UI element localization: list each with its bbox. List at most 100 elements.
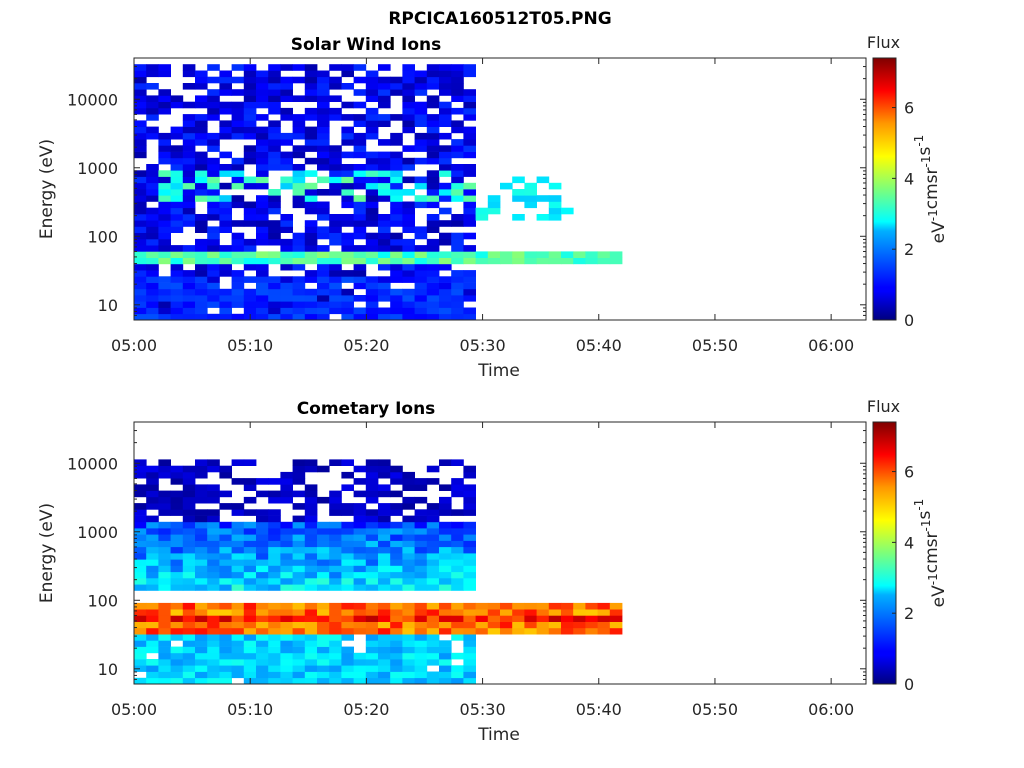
heatmap-cell <box>134 145 147 152</box>
heatmap-cell <box>304 652 318 660</box>
heatmap-cell <box>378 139 391 146</box>
heatmap-cell <box>280 640 293 647</box>
heatmap-cell <box>451 559 464 566</box>
heatmap-cell <box>231 621 245 629</box>
heatmap-cell <box>329 301 342 308</box>
heatmap-cell <box>195 652 208 660</box>
heatmap-cell <box>170 101 184 109</box>
heatmap-cell <box>170 220 184 227</box>
heatmap-cell <box>329 157 342 165</box>
heatmap-cell <box>317 640 330 647</box>
heatmap-cell <box>158 509 171 516</box>
heatmap-cell <box>390 465 403 473</box>
heatmap-cell <box>463 64 476 71</box>
heatmap-cell <box>390 214 403 221</box>
heatmap-cell <box>256 251 269 258</box>
heatmap-cell <box>256 313 269 320</box>
heatmap-cell <box>231 459 245 466</box>
heatmap-cell <box>158 534 171 541</box>
heatmap-cell <box>170 189 184 196</box>
heatmap-cell <box>134 621 147 629</box>
heatmap-cell <box>341 521 354 529</box>
heatmap-cell <box>134 195 147 202</box>
heatmap-cell <box>207 201 220 209</box>
heatmap-cell <box>231 615 245 622</box>
heatmap-cell <box>365 107 379 115</box>
heatmap-cell <box>439 89 452 96</box>
heatmap-cell <box>341 132 354 140</box>
heatmap-cell <box>463 503 476 510</box>
heatmap-cell <box>146 70 159 78</box>
heatmap-cell <box>426 677 440 684</box>
heatmap-cell <box>207 139 220 146</box>
heatmap-cell <box>231 528 245 535</box>
heatmap-cell <box>195 226 208 233</box>
heatmap-cell <box>463 282 476 290</box>
heatmap-cell <box>451 251 464 258</box>
heatmap-cell <box>512 615 525 622</box>
heatmap-cell <box>304 609 318 616</box>
heatmap-cell <box>487 201 501 209</box>
heatmap-cell <box>207 521 220 529</box>
heatmap-cell <box>451 95 464 102</box>
heatmap-cell <box>414 114 428 121</box>
heatmap-cell <box>463 201 476 209</box>
heatmap-cell <box>463 164 476 171</box>
heatmap-cell <box>353 578 367 585</box>
heatmap-cell <box>195 665 208 672</box>
heatmap-cell <box>134 490 147 498</box>
heatmap-cell <box>402 578 415 585</box>
heatmap-cell <box>304 145 318 152</box>
heatmap-cell <box>292 145 306 152</box>
heatmap-cell <box>329 214 342 221</box>
heatmap-cell <box>134 232 147 240</box>
heatmap-cell <box>548 207 562 215</box>
heatmap-cell <box>378 640 391 647</box>
heatmap-cell <box>426 288 440 296</box>
heatmap-cell <box>548 195 562 202</box>
heatmap-cell <box>390 245 403 252</box>
heatmap-cell <box>451 553 464 560</box>
heatmap-cell <box>207 652 220 660</box>
heatmap-cell <box>353 164 367 171</box>
heatmap-cell <box>158 677 171 684</box>
heatmap-cell <box>463 571 476 579</box>
heatmap-cell <box>182 126 196 134</box>
heatmap-cell <box>341 634 354 641</box>
heatmap-cell <box>280 83 293 90</box>
heatmap-cell <box>353 465 367 473</box>
heatmap-cell <box>329 276 342 283</box>
heatmap-cell <box>353 207 367 215</box>
heatmap-cell <box>170 307 184 315</box>
heatmap-cell <box>207 621 220 629</box>
heatmap-cell <box>304 677 318 684</box>
heatmap-cell <box>341 195 354 202</box>
heatmap-cell <box>304 132 318 140</box>
heatmap-cell <box>170 652 184 660</box>
heatmap-cell <box>170 276 184 283</box>
heatmap-cell <box>573 621 586 629</box>
heatmap-cell <box>195 578 208 585</box>
heatmap-cell <box>353 270 367 277</box>
heatmap-cell <box>329 584 342 591</box>
heatmap-cell <box>365 220 379 227</box>
heatmap-cell <box>597 621 611 629</box>
heatmap-cell <box>378 195 391 202</box>
heatmap-cell <box>231 478 245 485</box>
heatmap-cell <box>390 220 403 227</box>
heatmap-cell <box>207 490 220 498</box>
heatmap-cell <box>231 157 245 165</box>
heatmap-cell <box>268 132 281 140</box>
x-tick-label: 05:30 <box>460 336 506 355</box>
heatmap-cell <box>341 584 354 591</box>
heatmap-cell <box>243 553 257 560</box>
heatmap-cell <box>390 528 403 535</box>
heatmap-cell <box>134 578 147 585</box>
heatmap-cell <box>207 671 220 679</box>
heatmap-cell <box>463 584 476 591</box>
heatmap-cell <box>353 245 367 252</box>
y-tick-label: 10000 <box>67 454 118 473</box>
heatmap-cell <box>243 546 257 554</box>
heatmap-cell <box>304 484 318 491</box>
heatmap-cell <box>451 182 464 190</box>
